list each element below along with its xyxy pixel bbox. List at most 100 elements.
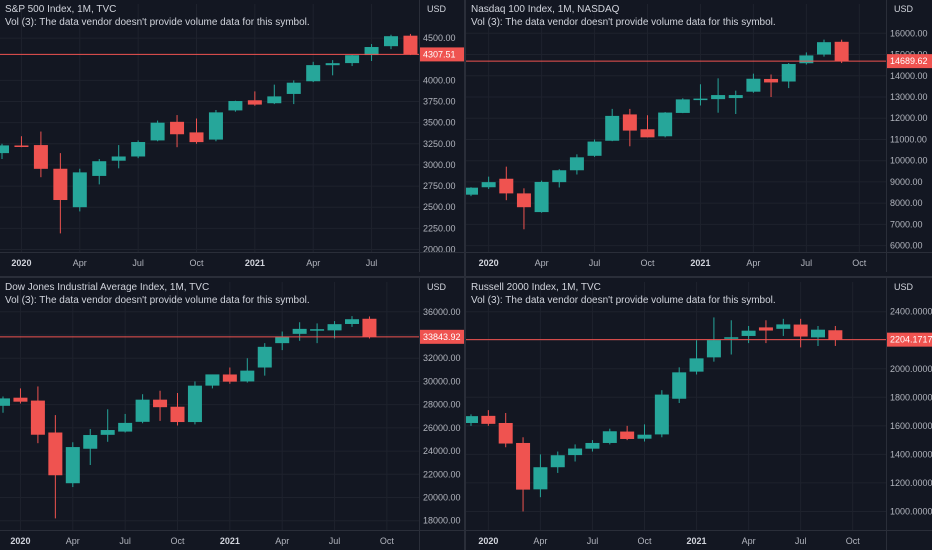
candle [569,154,584,175]
candle-body [83,435,98,449]
candle-body [711,95,726,100]
candle-body [640,129,655,138]
candle [675,98,690,114]
last-price-badge [420,329,464,344]
candle-body [605,115,620,141]
candle-body [170,406,185,423]
x-tick-label: Oct [189,258,204,268]
x-tick-label: Jul [119,536,131,546]
chart-pane-3[interactable]: 18000.00 20000.00 22000.00 24000.00 26000.00… [0,278,464,550]
candle [247,91,262,106]
x-tick-label: Jul [587,536,599,546]
candle-body [33,145,48,169]
x-tick-label: Apr [535,258,549,268]
volume-note: Vol (3): The data vendor doesn't provide… [471,17,776,28]
currency-unit-label: USD [894,282,914,292]
candle [516,188,531,230]
y-tick-label: 1800.0000 [890,392,932,402]
candle [310,323,325,344]
x-tick-label: 2020 [479,258,499,268]
candle [170,115,185,148]
chart-pane-2[interactable]: 6000.00 7000.00 8000.00 9000.00 10000.00 1100… [464,0,932,272]
chart-pane-1[interactable]: 2000.00 2250.00 2500.00 2750.00 3000.00 3250.… [0,0,464,272]
candle-body [620,431,635,439]
y-tick-label: 7000.00 [890,219,923,229]
candle [150,120,165,142]
x-tick-label: Apr [533,536,547,546]
candle-body [48,432,63,476]
candle-body [306,65,321,82]
candle-body [464,187,478,195]
candle-body [345,55,360,64]
candle-body [498,422,513,444]
candle-body [267,96,282,104]
chart-pane-4[interactable]: 1000.0000 1200.0000 1400.0000 1600.0000 1800… [464,278,932,550]
candle-body [516,442,531,490]
candle-body [292,328,307,334]
candle-body [205,374,220,386]
x-tick-label: Oct [380,536,395,546]
candle-body [758,327,773,331]
candle-body [569,157,584,171]
candle-body [30,400,45,435]
x-tick-label: Apr [66,536,80,546]
candle [481,176,496,189]
y-tick-label: 12000.00 [890,113,928,123]
x-tick-label: 2020 [10,536,30,546]
candle-body [65,447,80,484]
candle [403,33,418,56]
candle [345,55,360,67]
candle [534,180,549,213]
candle [240,358,255,383]
candle [30,386,45,444]
candle [499,166,514,201]
candle [0,396,10,413]
candle [552,169,567,188]
y-tick-label: 32000.00 [423,353,461,363]
x-tick-label: Apr [746,258,760,268]
candle [585,440,600,452]
x-tick-label: Apr [742,536,756,546]
candle [587,139,602,157]
chart-title[interactable]: Dow Jones Industrial Average Index, 1M, … [5,282,209,293]
candle-body [240,370,255,382]
x-tick-label: Apr [275,536,289,546]
candle-body [325,63,340,66]
candle [275,331,290,351]
chart-title[interactable]: Russell 2000 Index, 1M, TVC [471,282,601,293]
candle [153,390,168,421]
x-tick-label: Oct [640,258,655,268]
candle-body [675,99,690,113]
candle-body [170,121,185,135]
y-tick-label: 4000.00 [423,75,456,85]
candle-body [534,181,549,213]
candle-body [310,329,325,331]
candle-body [550,455,565,468]
candle [13,388,28,404]
candle-body [746,78,761,92]
candle [135,394,150,424]
candle [208,109,223,142]
y-tick-label: 2500.00 [423,202,456,212]
chart-title[interactable]: S&P 500 Index, 1M, TVC [5,4,116,15]
candle-body [100,430,115,435]
candle [620,425,635,441]
candle [550,451,565,473]
currency-unit-label: USD [427,282,447,292]
candle [325,60,340,76]
chart-title[interactable]: Nasdaq 100 Index, 1M, NASDAQ [471,4,620,15]
x-tick-label: Jul [795,536,807,546]
y-tick-label: 28000.00 [423,400,461,410]
candle-body [364,47,379,56]
y-tick-label: 3500.00 [423,118,456,128]
x-tick-label: 2021 [690,258,710,268]
candle-body [275,336,290,344]
candle [568,444,583,462]
candle [622,108,637,147]
y-tick-label: 26000.00 [423,423,461,433]
candle [481,410,496,426]
y-tick-label: 1600.0000 [890,421,932,431]
candle [654,390,669,438]
y-tick-label: 2250.00 [423,223,456,233]
